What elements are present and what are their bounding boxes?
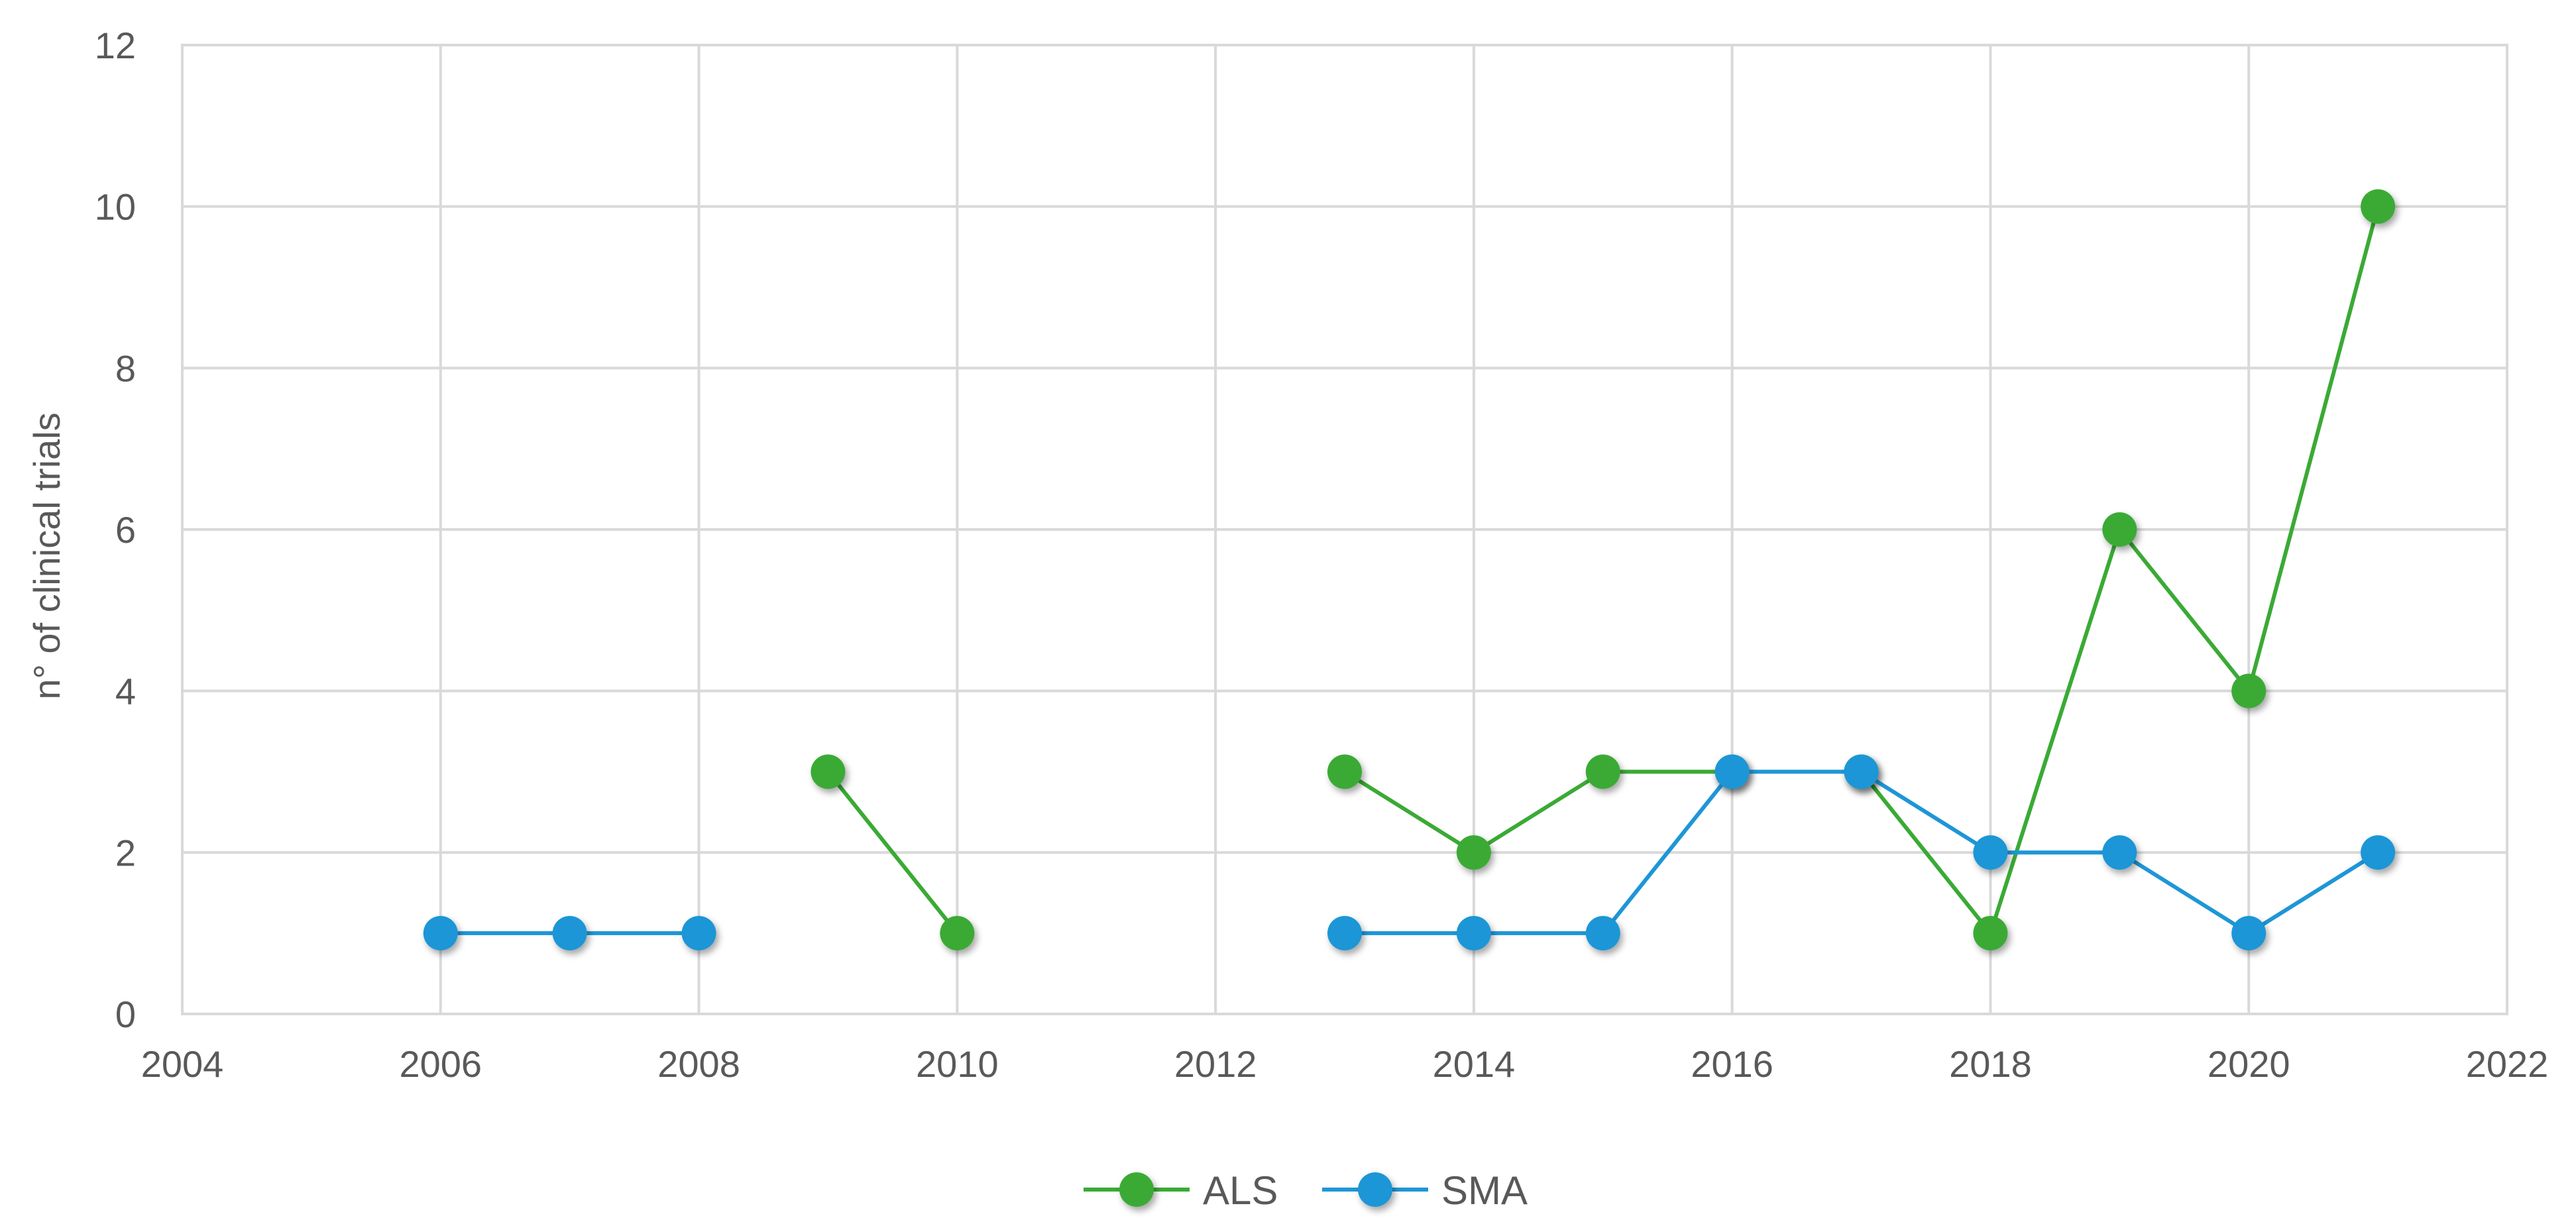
series-als-point-2021 [2361,189,2396,224]
series-sma-point-2007 [552,916,587,951]
series-als-line-0 [826,770,959,935]
x-tick-label: 2018 [1949,1043,2032,1085]
series-als-point-2020 [2231,673,2267,708]
y-tick-label: 2 [115,832,136,873]
series-sma-point-2021 [2361,835,2396,870]
legend-item-sma: SMA [1322,1168,1528,1213]
series-sma-point-2006 [423,916,458,951]
y-axis-tick-labels: 0 2 4 6 8 10 12 [95,25,136,1035]
series-sma-point-2020 [2231,916,2267,951]
legend-swatch-marker [1358,1172,1392,1207]
x-axis-tick-labels: 2004 2006 2008 2010 2012 2014 2016 2018 2020 2022 [141,1043,2549,1085]
series-als-point-2018 [1973,916,2008,951]
series-als [811,189,2396,951]
series-als-point-2013 [1327,754,1362,789]
legend-label: SMA [1441,1168,1528,1213]
x-tick-label: 2016 [1691,1043,1773,1085]
series-sma-point-2015 [1585,916,1620,951]
x-tick-label: 2014 [1433,1043,1516,1085]
series-sma [423,754,2396,951]
series-sma-point-2016 [1714,754,1750,789]
legend-label: ALS [1203,1168,1278,1213]
legend-swatch-marker [1119,1172,1154,1207]
series-sma-point-2017 [1844,754,1879,789]
x-tick-label: 2010 [916,1043,999,1085]
series-als-point-2019 [2102,512,2137,547]
y-axis-title: n° of clinical trials [26,412,68,699]
x-tick-label: 2006 [399,1043,482,1085]
series-sma-point-2014 [1456,916,1491,951]
y-tick-label: 12 [95,25,136,66]
series-als-point-2014 [1456,835,1491,870]
series-sma-point-2018 [1973,835,2008,870]
y-tick-label: 6 [115,509,136,551]
series-layer [423,189,2396,951]
series-sma-point-2019 [2102,835,2137,870]
y-tick-label: 4 [115,671,136,712]
x-tick-label: 2012 [1174,1043,1257,1085]
y-tick-label: 0 [115,993,136,1035]
series-als-point-2009 [811,754,846,789]
plot-area-border [181,44,2508,1015]
series-als-line-1 [1343,205,2380,936]
x-tick-label: 2004 [141,1043,224,1085]
y-tick-label: 10 [95,186,136,228]
series-als-point-2015 [1585,754,1620,789]
series-als-point-2010 [940,916,975,951]
x-tick-label: 2020 [2208,1043,2290,1085]
y-tick-label: 8 [115,347,136,389]
x-tick-label: 2022 [2466,1043,2549,1085]
x-tick-label: 2008 [657,1043,740,1085]
gridlines [181,44,2508,1015]
legend-item-als: ALS [1084,1168,1278,1213]
series-sma-point-2008 [681,916,716,951]
series-sma-point-2013 [1327,916,1362,951]
legend: ALS SMA [1084,1168,1528,1213]
